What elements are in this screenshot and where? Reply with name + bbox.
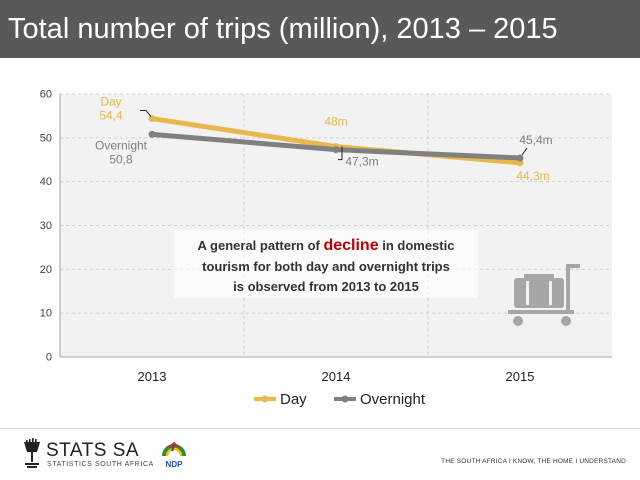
page-title: Total number of trips (million), 2013 – … [0,0,640,58]
luggage-trolley-icon [508,264,580,326]
series-name-label: Day [100,95,121,109]
data-label: 47,3m [345,155,378,169]
series-name-label: Overnight [95,138,148,152]
stats-sa-name: STATS SA [46,440,140,461]
y-tick-label: 0 [46,352,52,364]
data-point-day [516,159,524,167]
data-label: 44,3m [516,169,549,183]
annotation-box [174,230,478,298]
data-point-overnight [516,154,524,162]
data-point-day [148,115,156,123]
footer-divider [0,428,640,429]
annotation-text: in domestic [379,238,455,253]
data-label: 45,4m [519,133,552,147]
data-point-overnight [148,130,156,138]
y-tick-label: 30 [40,220,52,232]
chart-panel: 0 10 20 30 40 50 60 2013 2014 2015 Day 54,4 Overnigh… [8,82,632,416]
leader-line [338,146,343,161]
x-tick-label: 2013 [138,369,167,384]
annotation-highlight: decline [323,237,378,254]
y-tick-label: 40 [40,176,52,188]
x-tick-label: 2014 [322,369,351,384]
x-tick-label: 2015 [506,369,535,384]
leader-line [521,147,528,156]
tagline: THE SOUTH AFRICA I KNOW, THE HOME I UNDE… [441,458,626,465]
stats-sa-subtitle: STATISTICS SOUTH AFRICA [47,461,154,468]
data-label: 48m [324,115,347,129]
annotation-line-3: is observed from 2013 to 2015 [233,279,419,294]
legend-marker-overnight [341,395,349,403]
data-label: 50,8 [109,152,133,166]
ndp-logo: NDP [162,441,186,469]
stats-sa-emblem-icon [24,438,40,468]
annotation-text: A general pattern of [198,238,324,253]
y-tick-label: 10 [40,308,52,320]
leader-line [140,110,152,117]
legend-label-overnight: Overnight [360,391,426,408]
legend-marker-day [261,395,269,403]
y-tick-label: 50 [40,132,52,144]
y-tick-label: 60 [40,89,52,101]
ndp-label: NDP [166,460,184,469]
annotation-line-1: A general pattern of decline in domestic [198,237,455,254]
legend-label-day: Day [280,391,307,408]
data-point-overnight [332,146,340,154]
data-label: 54,4 [99,109,123,123]
y-tick-label: 20 [40,264,52,276]
annotation-line-2: tourism for both day and overnight trips [202,259,450,274]
